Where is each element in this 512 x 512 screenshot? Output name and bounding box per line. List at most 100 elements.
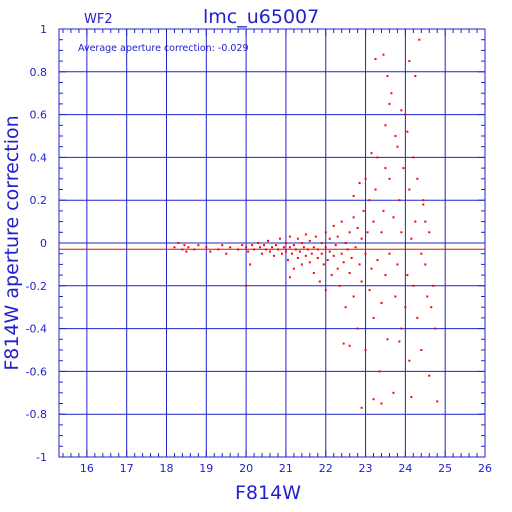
data-point xyxy=(249,263,252,266)
data-point xyxy=(412,156,415,159)
data-point xyxy=(318,280,321,283)
y-tick-label: -1 xyxy=(36,451,47,464)
x-tick-label: 24 xyxy=(398,462,412,475)
data-point xyxy=(328,237,331,240)
data-point xyxy=(316,256,319,259)
x-tick-label: 23 xyxy=(359,462,373,475)
data-point xyxy=(308,239,311,242)
data-point xyxy=(380,301,383,304)
data-point xyxy=(298,250,301,253)
data-point xyxy=(247,250,250,253)
data-point xyxy=(344,306,347,309)
y-tick-label: 0 xyxy=(40,237,47,250)
data-point xyxy=(400,231,403,234)
data-point xyxy=(197,244,200,247)
data-point xyxy=(388,252,391,255)
data-point xyxy=(259,246,262,249)
data-point xyxy=(372,398,375,401)
data-point xyxy=(320,242,323,244)
data-point xyxy=(265,248,268,251)
x-tick-label: 19 xyxy=(199,462,213,475)
data-point xyxy=(364,177,367,180)
data-point xyxy=(274,244,277,247)
data-point xyxy=(378,370,381,373)
data-point xyxy=(300,242,303,244)
data-point xyxy=(368,289,371,292)
data-point xyxy=(314,235,317,238)
data-point xyxy=(324,289,327,292)
data-point xyxy=(420,349,423,351)
data-point xyxy=(420,252,423,255)
data-point xyxy=(288,276,291,279)
y-tick-labels: 1 0.8 0.6 0.4 0.2 0 -0.2 -0.4 -0.6 -0.8 -1 xyxy=(26,23,47,464)
data-point xyxy=(340,220,343,223)
data-point xyxy=(350,256,353,259)
data-point xyxy=(332,254,335,257)
data-point xyxy=(302,246,305,249)
data-point xyxy=(352,295,355,298)
data-point xyxy=(185,250,188,253)
data-point xyxy=(430,306,433,309)
data-point xyxy=(414,75,417,78)
data-point xyxy=(292,244,295,247)
x-tick-label: 17 xyxy=(120,462,134,475)
data-point xyxy=(263,244,266,247)
data-point xyxy=(358,182,361,185)
data-point xyxy=(348,231,351,234)
data-point xyxy=(364,252,367,255)
data-point xyxy=(398,340,401,343)
data-point xyxy=(322,263,325,266)
data-point xyxy=(424,220,427,223)
data-point xyxy=(251,244,254,247)
data-point xyxy=(334,244,337,247)
data-point xyxy=(388,102,391,105)
data-point xyxy=(360,406,363,409)
data-point xyxy=(362,209,365,212)
data-point xyxy=(284,242,287,244)
data-point xyxy=(356,327,359,330)
data-point xyxy=(267,239,270,242)
data-point xyxy=(392,216,395,219)
data-point xyxy=(245,246,248,249)
data-point xyxy=(290,252,293,255)
data-point xyxy=(229,246,232,249)
data-point xyxy=(358,263,361,266)
data-point xyxy=(400,327,403,330)
data-point xyxy=(276,248,279,251)
x-tick-labels: 16 17 18 19 20 21 22 23 24 25 26 xyxy=(80,462,492,475)
y-tick-label: -0.2 xyxy=(26,280,47,293)
data-point xyxy=(426,295,429,298)
data-point xyxy=(342,261,345,264)
x-tick-label: 16 xyxy=(80,462,94,475)
data-point xyxy=(364,349,367,351)
data-point xyxy=(370,267,373,270)
data-point xyxy=(394,135,397,137)
data-point xyxy=(422,203,425,206)
data-point xyxy=(308,261,311,264)
data-point xyxy=(414,220,417,223)
data-point xyxy=(384,167,387,170)
data-point xyxy=(205,246,208,249)
data-point xyxy=(241,244,244,247)
data-point xyxy=(278,237,281,240)
data-point xyxy=(288,235,291,238)
data-point xyxy=(386,75,389,78)
data-point xyxy=(340,252,343,255)
data-point xyxy=(280,252,283,255)
y-axis-label: F814W aperture correction xyxy=(1,115,23,370)
data-point xyxy=(390,92,393,95)
data-point xyxy=(374,188,377,191)
y-tick-label: -0.4 xyxy=(26,323,47,336)
data-point xyxy=(410,396,413,399)
reference-lines xyxy=(59,242,485,250)
chart-title: lmc_u65007 xyxy=(203,6,319,28)
data-point xyxy=(348,344,351,347)
data-point xyxy=(384,124,387,127)
data-point xyxy=(416,316,419,319)
data-point xyxy=(396,263,399,266)
chip-label: WF2 xyxy=(84,12,113,27)
data-point xyxy=(324,231,327,234)
data-point xyxy=(245,284,248,287)
data-point xyxy=(261,252,264,255)
average-annotation: Average aperture correction: -0.029 xyxy=(78,43,249,54)
